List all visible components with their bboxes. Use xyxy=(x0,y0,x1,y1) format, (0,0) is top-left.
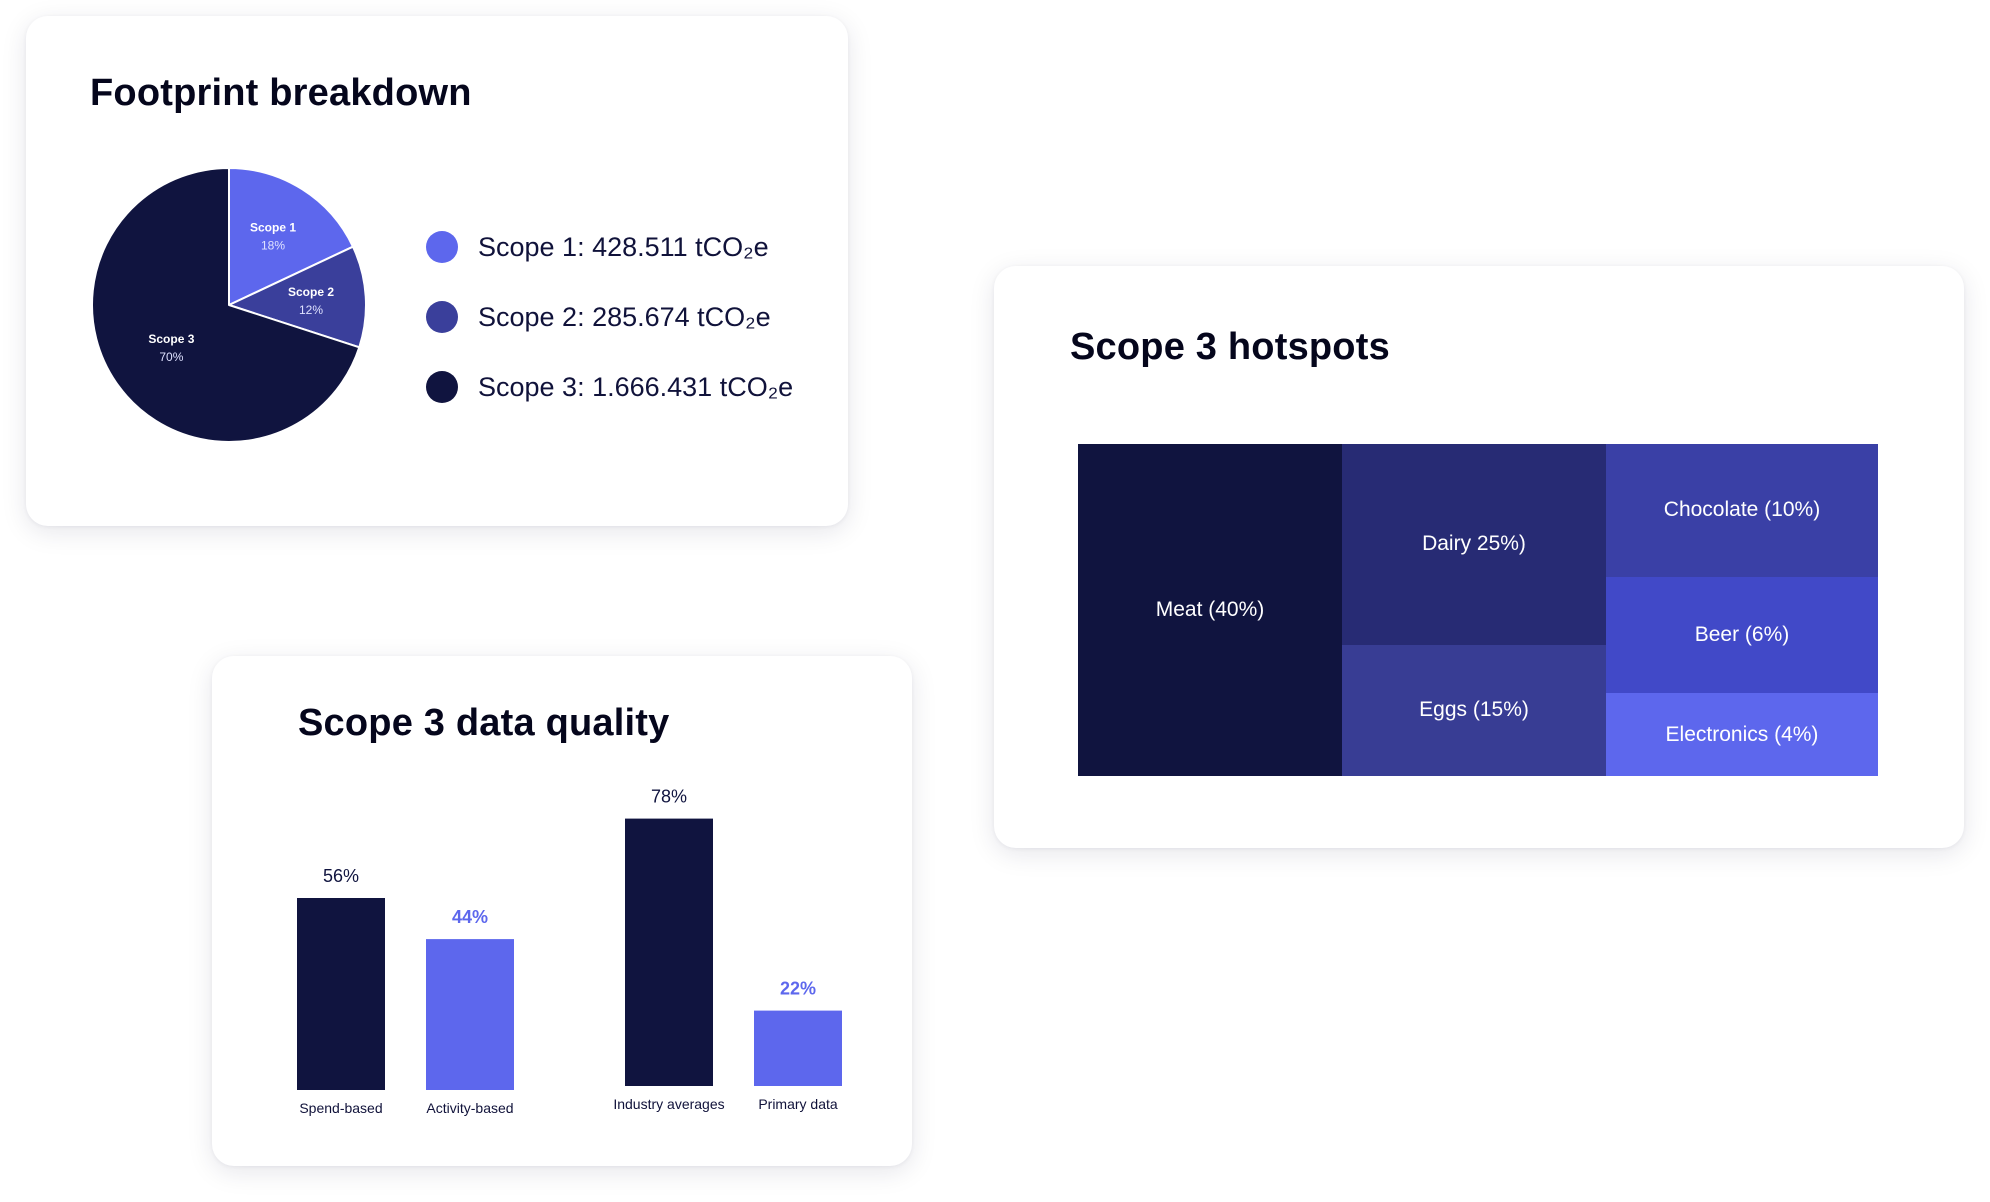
pie-label-scope-2: Scope 2 xyxy=(288,285,334,299)
treemap-cell-electronics: Electronics (4%) xyxy=(1606,693,1878,776)
footprint-legend: Scope 1: 428.511 tCO₂e Scope 2: 285.674 … xyxy=(426,212,793,422)
treemap-label-eggs: Eggs (15%) xyxy=(1419,698,1529,722)
legend-label-scope-1: Scope 1: 428.511 tCO₂e xyxy=(478,231,769,262)
bar-value-industry-averages: 78% xyxy=(651,787,687,807)
data-quality-bar-chart: 56% Spend-based 44% Activity-based 78% Indust… xyxy=(297,787,842,1116)
pie-slice-scope-3 xyxy=(91,167,361,443)
treemap-cell-dairy: Dairy 25%) xyxy=(1342,444,1606,645)
bar-spend-based xyxy=(297,898,385,1090)
footprint-breakdown-card: Footprint breakdown Scope 1 18% Scope 2 12%… xyxy=(26,16,848,526)
legend-label-scope-3: Scope 3: 1.666.431 tCO₂e xyxy=(478,371,794,402)
bar-value-spend-based: 56% xyxy=(323,866,359,886)
pie-value-scope-1: 18% xyxy=(261,239,285,253)
legend-label-scope-2: Scope 2: 285.674 tCO₂e xyxy=(478,301,771,332)
legend-swatch-scope-1 xyxy=(426,231,458,263)
bar-activity-based xyxy=(426,939,514,1090)
legend-swatch-scope-2 xyxy=(426,301,458,333)
hotspots-treemap: Meat (40%) Dairy 25%) Eggs (15%) Chocolate … xyxy=(1078,444,1878,776)
pie-value-scope-3: 70% xyxy=(159,350,183,364)
pie-slice-scope-2 xyxy=(228,245,367,349)
treemap-cell-chocolate: Chocolate (10%) xyxy=(1606,444,1878,577)
data-quality-card: 56% Spend-based 44% Activity-based 78% Indust… xyxy=(212,656,912,1166)
bar-value-activity-based: 44% xyxy=(452,907,488,927)
treemap-label-meat: Meat (40%) xyxy=(1155,598,1265,621)
bar-category-industry-averages: Industry averages xyxy=(613,1096,724,1112)
bar-category-primary-data: Primary data xyxy=(758,1096,838,1112)
bar-industry-averages xyxy=(625,818,713,1086)
treemap-cell-meat: Meat (40%) xyxy=(1078,444,1342,776)
pie-label-scope-3: Scope 3 xyxy=(148,332,194,346)
bar-category-spend-based: Spend-based xyxy=(299,1100,382,1116)
legend-item-scope-1: Scope 1: 428.511 tCO₂e xyxy=(426,212,793,282)
footprint-pie-chart: Scope 1 18% Scope 2 12% Scope 3 70% xyxy=(91,167,367,443)
treemap-label-chocolate: Chocolate (10%) xyxy=(1663,498,1821,522)
treemap-label-dairy: Dairy 25%) xyxy=(1422,532,1526,556)
bar-category-activity-based: Activity-based xyxy=(426,1100,513,1116)
data-quality-title: Scope 3 data quality xyxy=(298,702,670,744)
treemap-label-electronics: Electronics (4%) xyxy=(1665,722,1819,746)
pie-value-scope-2: 12% xyxy=(299,303,323,317)
hotspots-title: Scope 3 hotspots xyxy=(1070,326,1390,368)
treemap-label-beer: Beer (6%) xyxy=(1694,622,1790,646)
bar-primary-data xyxy=(754,1010,842,1086)
legend-swatch-scope-3 xyxy=(426,371,458,403)
pie-label-scope-1: Scope 1 xyxy=(250,221,296,235)
footprint-title: Footprint breakdown xyxy=(90,72,472,114)
legend-item-scope-2: Scope 2: 285.674 tCO₂e xyxy=(426,282,793,352)
treemap-cell-beer: Beer (6%) xyxy=(1606,576,1878,693)
pie-slice-scope-1 xyxy=(228,167,354,306)
hotspots-card: Scope 3 hotspots Meat (40%) Dairy 25%) Egg… xyxy=(994,266,1964,848)
legend-item-scope-3: Scope 3: 1.666.431 tCO₂e xyxy=(426,352,793,422)
treemap-cell-eggs: Eggs (15%) xyxy=(1342,644,1606,776)
bar-value-primary-data: 22% xyxy=(780,979,816,999)
